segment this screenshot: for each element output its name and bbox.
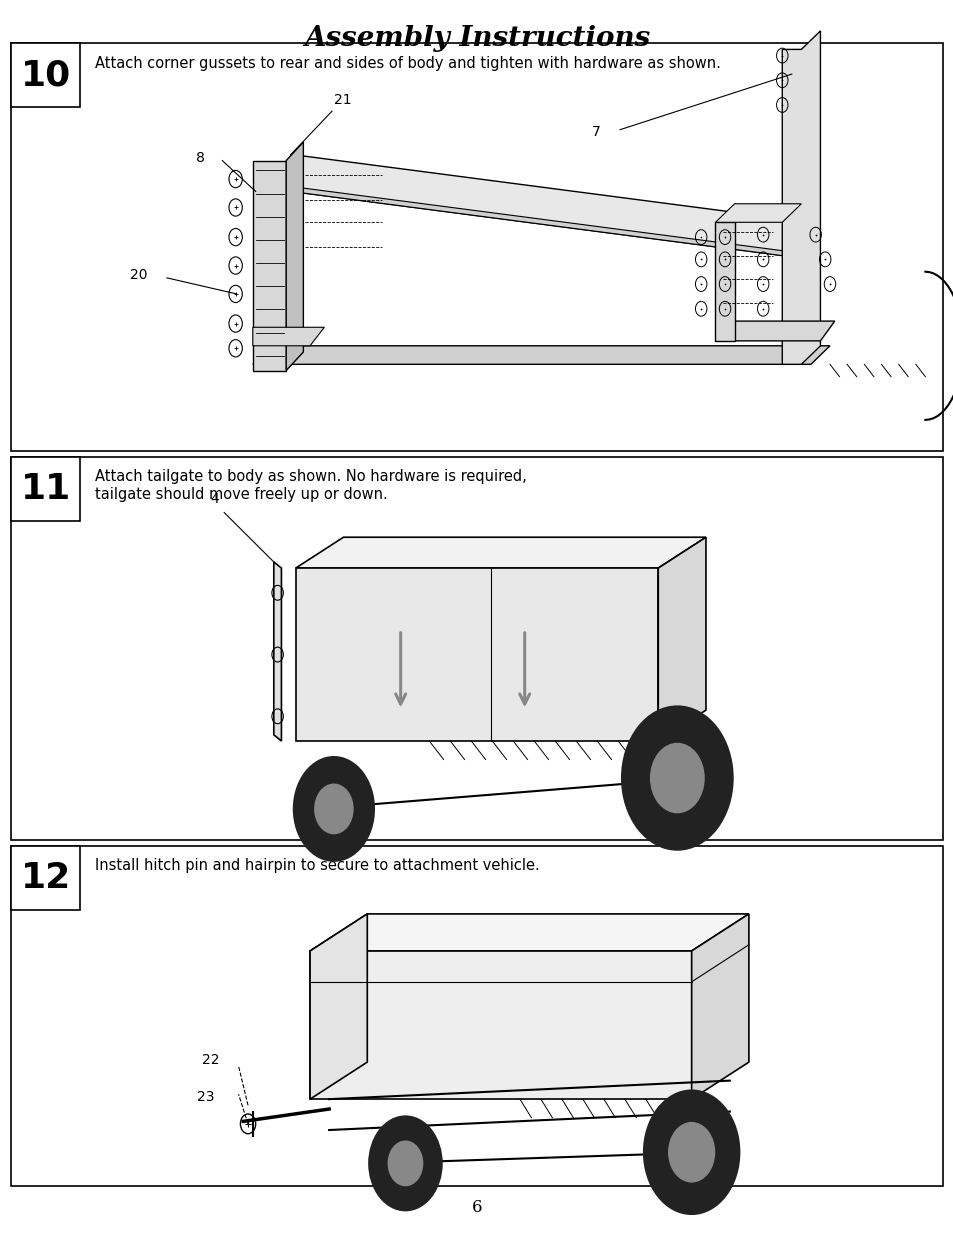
Polygon shape	[291, 188, 820, 259]
Polygon shape	[310, 914, 367, 1099]
Circle shape	[621, 706, 732, 850]
Text: 20: 20	[131, 268, 148, 283]
Polygon shape	[658, 537, 705, 741]
Polygon shape	[253, 346, 829, 364]
Circle shape	[314, 784, 353, 834]
Text: 6: 6	[471, 1199, 482, 1216]
Polygon shape	[715, 321, 834, 341]
Polygon shape	[253, 327, 324, 346]
Bar	[11, 43, 942, 451]
Bar	[11, 43, 80, 107]
Bar	[11, 457, 942, 840]
Polygon shape	[715, 204, 801, 222]
Polygon shape	[274, 562, 281, 741]
Text: 12: 12	[21, 861, 71, 895]
Polygon shape	[310, 914, 748, 951]
Bar	[11, 846, 942, 1186]
Polygon shape	[310, 951, 691, 1099]
Text: 4: 4	[211, 493, 219, 506]
Text: 22: 22	[202, 1052, 219, 1067]
Text: 8: 8	[196, 151, 205, 165]
Polygon shape	[781, 31, 820, 364]
Circle shape	[650, 743, 703, 813]
Text: 21: 21	[334, 94, 351, 107]
Text: 7: 7	[592, 125, 600, 140]
Circle shape	[668, 1123, 714, 1182]
Bar	[11, 846, 80, 910]
Polygon shape	[715, 222, 734, 341]
Text: Assembly Instructions: Assembly Instructions	[304, 25, 649, 52]
Polygon shape	[286, 142, 303, 370]
Circle shape	[643, 1091, 739, 1214]
Text: Install hitch pin and hairpin to secure to attachment vehicle.: Install hitch pin and hairpin to secure …	[95, 858, 539, 873]
Text: 23: 23	[197, 1089, 214, 1104]
Polygon shape	[253, 161, 286, 370]
Polygon shape	[691, 914, 748, 1099]
Text: 11: 11	[21, 472, 71, 506]
Circle shape	[369, 1116, 441, 1210]
Circle shape	[294, 757, 374, 861]
Bar	[11, 457, 80, 521]
Polygon shape	[295, 568, 658, 741]
Text: Attach corner gussets to rear and sides of body and tighten with hardware as sho: Attach corner gussets to rear and sides …	[95, 56, 720, 70]
Text: 10: 10	[21, 58, 71, 93]
Circle shape	[388, 1141, 422, 1186]
Text: Attach tailgate to body as shown. No hardware is required,
tailgate should move : Attach tailgate to body as shown. No har…	[95, 469, 527, 501]
Polygon shape	[291, 154, 810, 259]
Polygon shape	[295, 537, 705, 568]
